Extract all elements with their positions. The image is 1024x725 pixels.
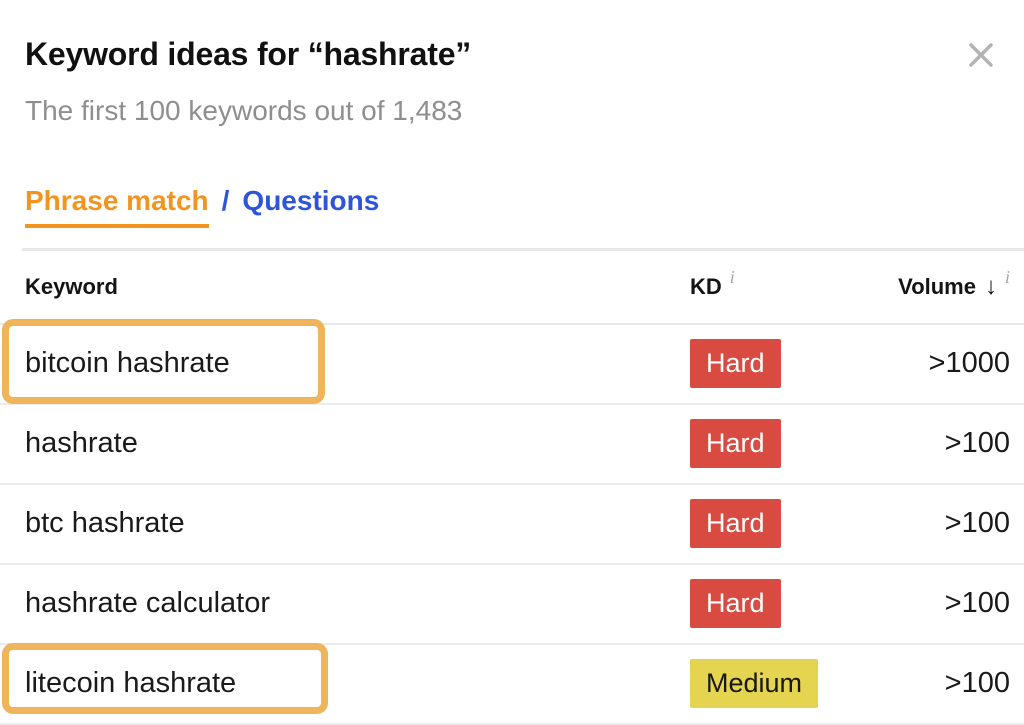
tab-questions[interactable]: Questions (242, 184, 380, 216)
info-icon[interactable]: i (1004, 267, 1010, 288)
table-row[interactable]: bitcoin hashrate Hard >1000 (0, 318, 1024, 405)
keyword-text: hashrate calculator (25, 587, 271, 620)
close-icon (969, 43, 993, 67)
volume-value: >100 (944, 507, 1010, 540)
kd-cell: Hard (690, 565, 860, 643)
close-button[interactable] (964, 38, 998, 72)
tabs: Phrase match / Questions (0, 185, 1024, 228)
keyword-cell: hashrate (0, 405, 690, 483)
keyword-text: hashrate (25, 427, 138, 460)
keyword-text: bitcoin hashrate (25, 347, 230, 380)
kd-badge: Hard (690, 579, 781, 629)
column-header-volume[interactable]: Volume ↓ i (860, 251, 1024, 323)
volume-value: >100 (944, 587, 1010, 620)
volume-value: >100 (944, 667, 1010, 700)
keyword-cell: btc hashrate (0, 485, 690, 563)
kd-cell: Hard (690, 325, 860, 403)
table-row[interactable]: hashrate calculator Hard >100 (0, 565, 1024, 645)
table-row[interactable]: hashrate Hard >100 (0, 405, 1024, 485)
column-header-kd[interactable]: KD i (690, 251, 860, 323)
keyword-cell: hashrate calculator (0, 565, 690, 643)
kd-badge: Medium (690, 659, 819, 709)
kd-badge: Hard (690, 339, 781, 389)
page-title: Keyword ideas for “hashrate” (25, 36, 472, 72)
keywords-table: Keyword KD i Volume ↓ i bitcoin hashrate Ha… (0, 251, 1024, 725)
tab-phrase-match[interactable]: Phrase match (25, 185, 209, 228)
keyword-cell: litecoin hashrate (0, 645, 690, 723)
kd-cell: Hard (690, 405, 860, 483)
kd-cell: Medium (690, 645, 860, 723)
column-header-volume-label: Volume (898, 273, 976, 299)
divider (22, 247, 1024, 251)
kd-badge: Hard (690, 499, 781, 549)
kd-badge: Hard (690, 419, 781, 469)
table-row[interactable]: btc hashrate Hard >100 (0, 485, 1024, 565)
table-row[interactable]: litecoin hashrate Medium >100 (0, 642, 1024, 725)
volume-value: >100 (944, 427, 1010, 460)
keyword-text: btc hashrate (25, 507, 185, 540)
keyword-text: litecoin hashrate (25, 667, 237, 700)
info-icon[interactable]: i (729, 267, 735, 288)
tab-separator: / (221, 184, 230, 216)
subtitle: The first 100 keywords out of 1,483 (25, 94, 463, 126)
kd-cell: Hard (690, 485, 860, 563)
column-header-keyword[interactable]: Keyword (0, 251, 690, 323)
modal-header: Keyword ideas for “hashrate” The first 1… (0, 0, 1024, 127)
keyword-cell: bitcoin hashrate (0, 325, 690, 403)
volume-value: >1000 (928, 347, 1010, 380)
sort-desc-icon: ↓ (984, 272, 997, 300)
table-header: Keyword KD i Volume ↓ i (0, 251, 1024, 325)
column-header-kd-label: KD (690, 273, 722, 299)
table-body: bitcoin hashrate Hard >1000 hashrate Har… (0, 318, 1024, 725)
column-header-keyword-label: Keyword (25, 273, 118, 299)
